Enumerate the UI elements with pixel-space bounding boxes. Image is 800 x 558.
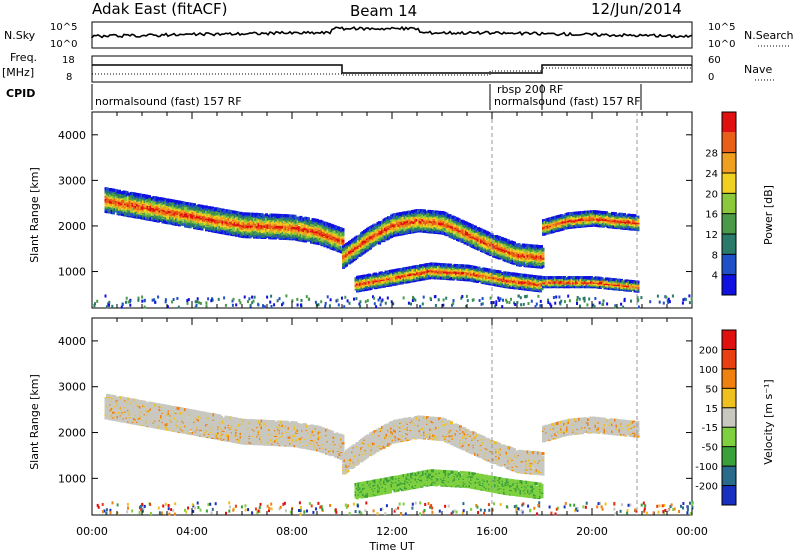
freq-tick-high: 18 — [62, 55, 75, 66]
data-cell — [148, 195, 151, 198]
nsearch-tick-high: 10^5 — [708, 22, 735, 33]
beam-title: Beam 14 — [350, 2, 417, 20]
nave-tick-high: 60 — [708, 55, 721, 66]
nave-label: Nave — [744, 63, 772, 76]
data-cell — [527, 244, 530, 247]
nsearch-tick-low: 10^0 — [708, 39, 735, 50]
radar-title: Adak East (fitACF) — [92, 0, 227, 18]
date-title: 12/Jun/2014 — [591, 0, 682, 18]
nsky-tick-high: 10^5 — [50, 22, 77, 33]
nsky-series-line — [92, 27, 692, 38]
data-cell — [205, 206, 208, 209]
nsearch-label: N.Search — [744, 29, 794, 42]
data-cell — [542, 248, 545, 251]
data-cell — [265, 213, 268, 216]
cpid-label: CPID — [6, 87, 35, 100]
data-cell — [240, 212, 243, 215]
nsky-tick-low: 10^0 — [50, 39, 77, 50]
data-cell — [342, 228, 345, 231]
freq-tick-low: 8 — [66, 72, 72, 83]
data-cell — [542, 252, 545, 255]
nave-series-line — [92, 68, 692, 75]
nsky-label: N.Sky — [4, 29, 36, 42]
data-cell — [342, 239, 345, 242]
nave-tick-low: 0 — [708, 72, 714, 83]
freq-panel-frame — [92, 56, 692, 82]
freq-unit-label: [MHz] — [2, 66, 34, 79]
cpid-segment-3: normalsound (fast) 157 RF — [494, 95, 641, 108]
cpid-segment-1: normalsound (fast) 157 RF — [95, 95, 242, 108]
freq-label: Freq. — [10, 51, 37, 64]
data-cell — [294, 215, 297, 218]
freq-series-line — [92, 65, 692, 73]
data-cell — [368, 274, 371, 277]
